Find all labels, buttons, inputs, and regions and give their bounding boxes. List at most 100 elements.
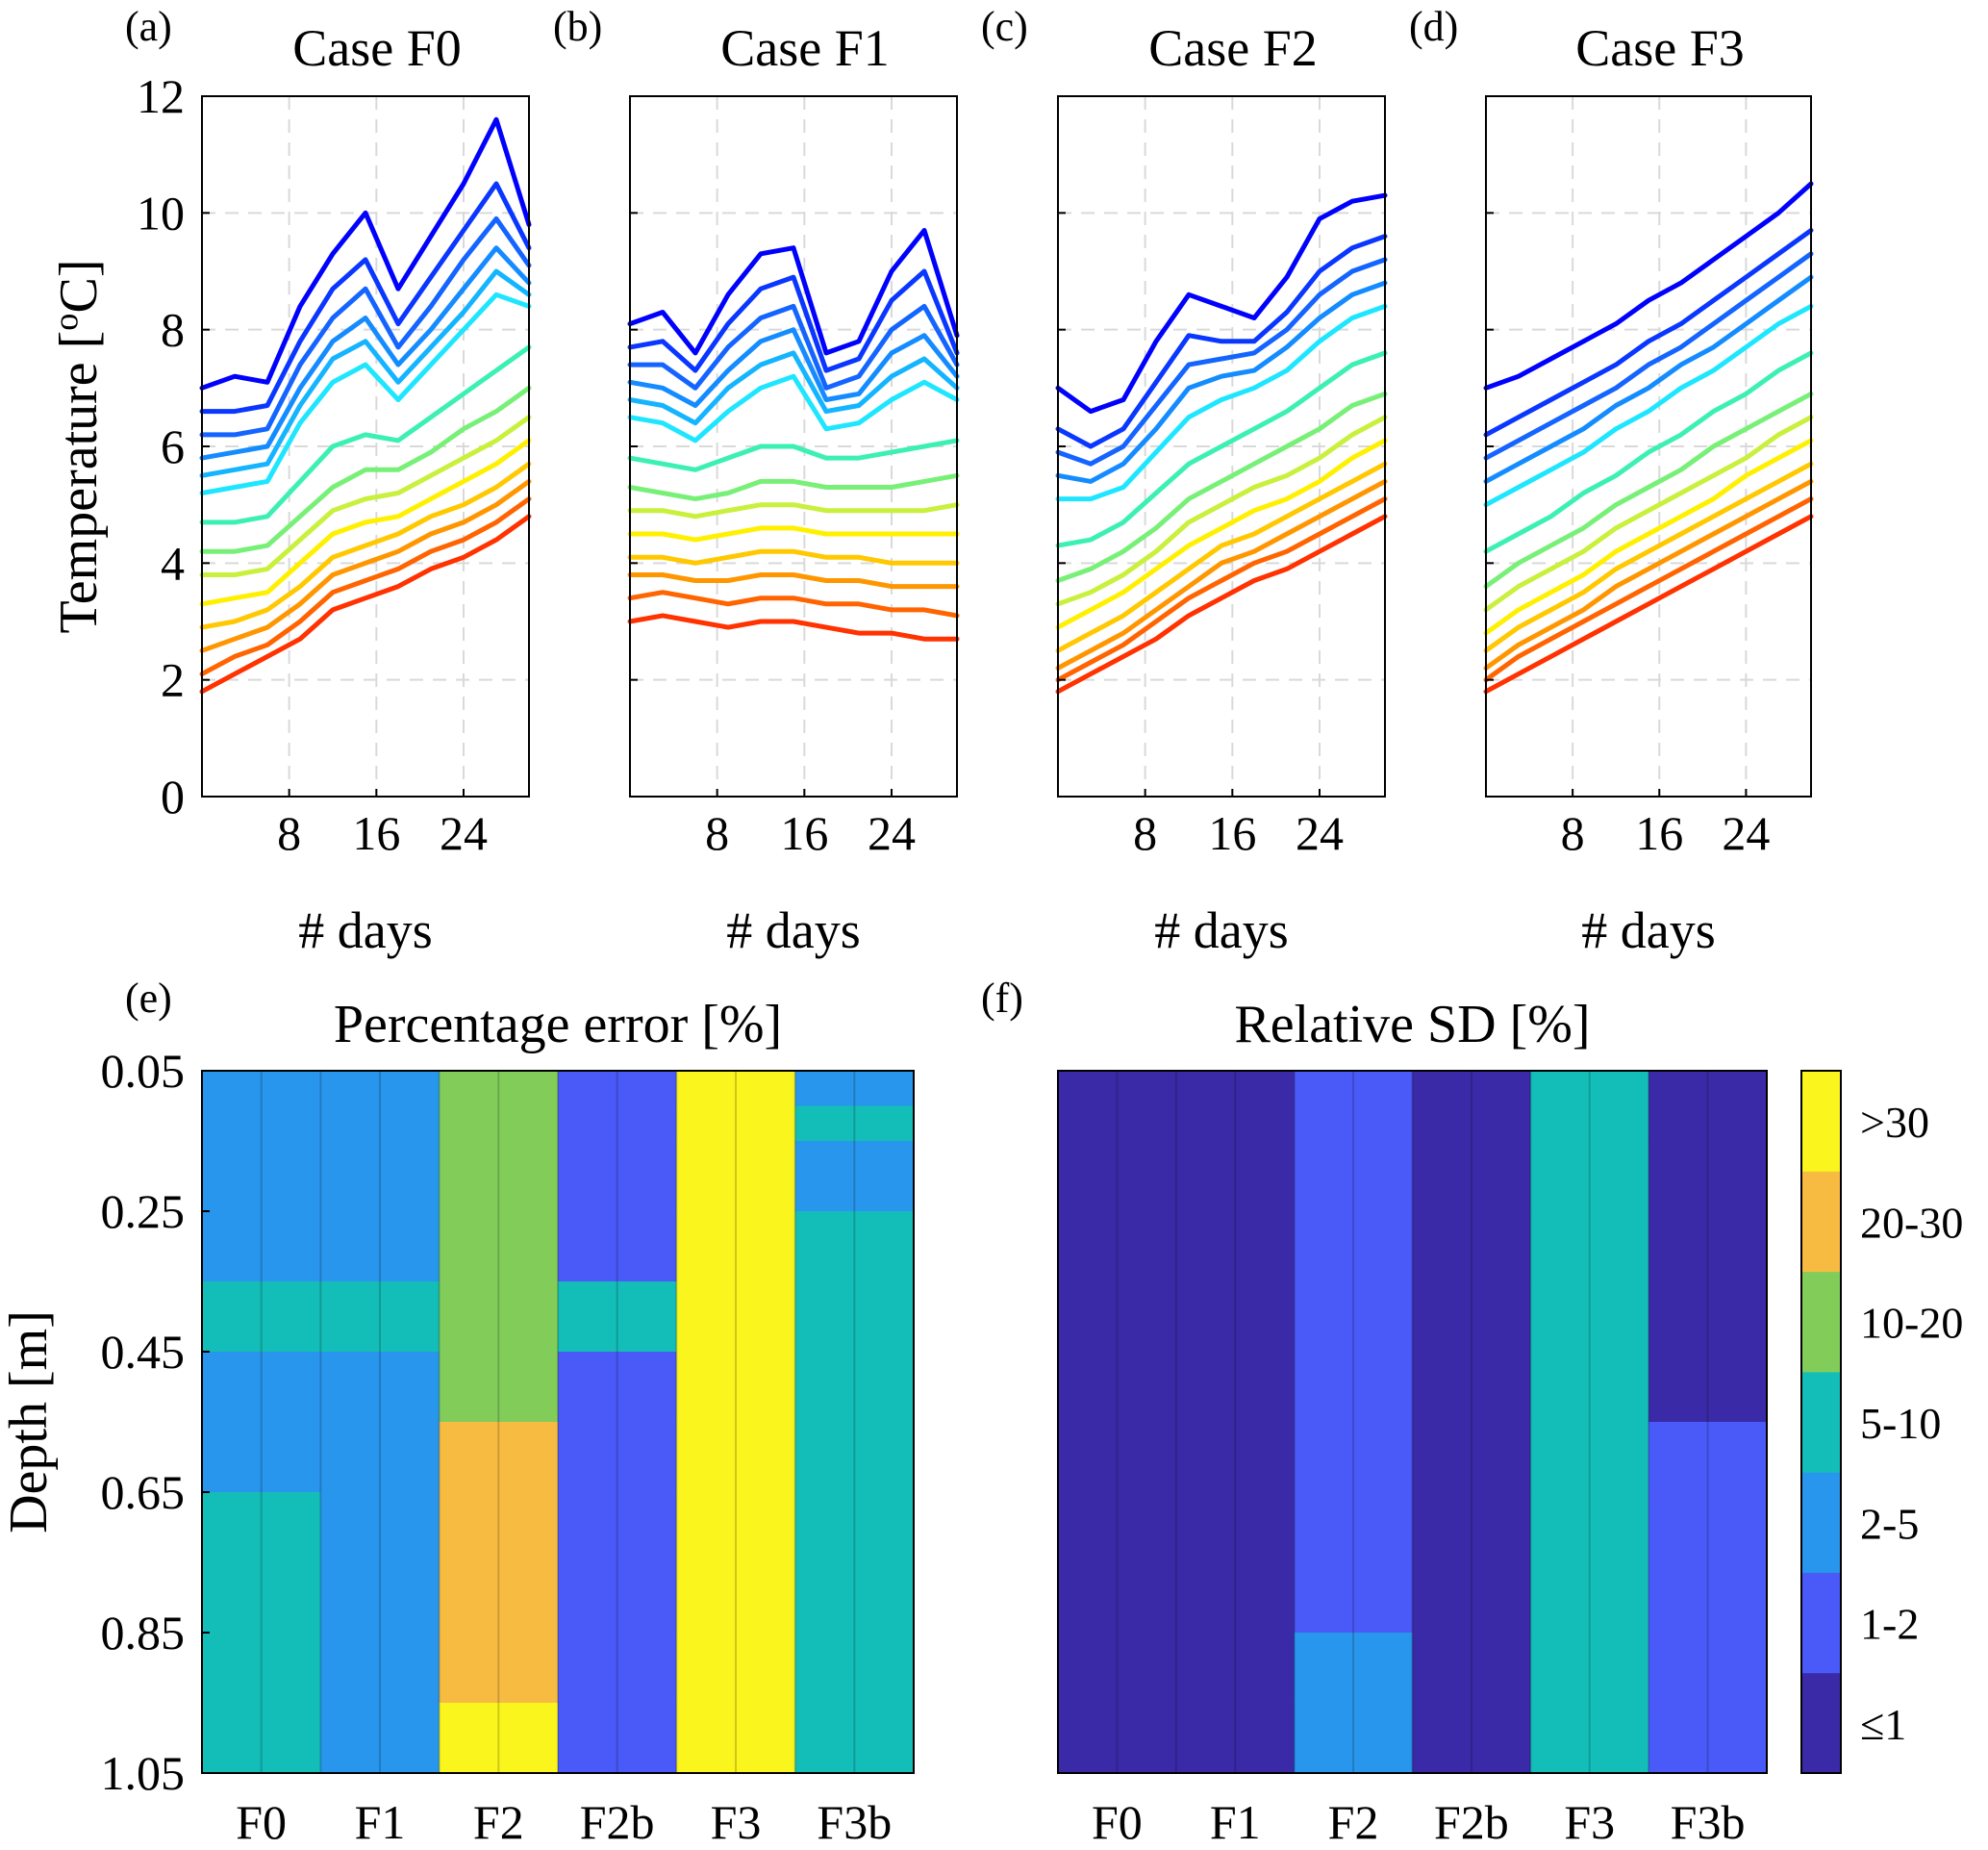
heatmap-cell <box>202 1352 321 1423</box>
heatmap-cell <box>1294 1281 1414 1353</box>
heatmap-cell <box>1058 1422 1177 1493</box>
series-line <box>1055 496 1388 683</box>
y-axis-label: Depth [m] <box>0 1310 59 1533</box>
heatmap-cell <box>202 1633 321 1704</box>
y-tick-label: 1.05 <box>101 1746 186 1800</box>
series-line <box>1483 228 1814 438</box>
x-tick-label: 24 <box>1722 806 1770 860</box>
heatmap-cell <box>676 1633 796 1704</box>
heatmap-cell <box>558 1492 677 1634</box>
heatmap-cell <box>320 1105 440 1142</box>
series-line <box>627 438 960 472</box>
panel-d: 8 16 24 (d) Case F3 # days <box>1409 3 1814 959</box>
series-line <box>627 303 960 391</box>
colorbar-frame <box>1800 1070 1842 1774</box>
heatmap-cell <box>1294 1492 1414 1634</box>
panel-label: (d) <box>1409 3 1458 50</box>
heatmap-cell <box>794 1141 915 1212</box>
colorbar-swatch <box>1801 1672 1841 1774</box>
series-line <box>627 228 960 356</box>
panel-e: F0 F1 F2 F2b F3 F3b 0.05 0.25 0.45 0.65 0.85 1.05 (e… <box>0 975 915 1849</box>
heatmap-cell <box>320 1141 440 1212</box>
heatmap-cell <box>676 1105 796 1142</box>
heatmap-cell <box>1412 1141 1531 1212</box>
heatmap-cell <box>439 1703 559 1774</box>
y-tick-label: 0.05 <box>101 1044 186 1098</box>
heatmap-cell <box>439 1105 559 1142</box>
panel-title: Relative SD [%] <box>1234 995 1590 1054</box>
heatmap-cell <box>202 1281 321 1353</box>
y-tick-label: 6 <box>161 419 185 473</box>
series-line <box>199 461 532 630</box>
heatmap-cell <box>1175 1141 1296 1212</box>
heatmap-cell <box>1412 1281 1531 1353</box>
y-tick-label: 4 <box>161 536 185 590</box>
heatmap-cell <box>676 1492 796 1634</box>
panel-title: Case F3 <box>1575 19 1745 77</box>
heatmap-cell <box>558 1633 677 1704</box>
heatmap-cell <box>1530 1703 1649 1774</box>
series-line <box>199 245 532 461</box>
heatmap-cell <box>1412 1633 1531 1704</box>
heatmap-cell <box>439 1211 559 1282</box>
heatmap-cell <box>558 1422 677 1493</box>
series-line <box>1055 280 1388 484</box>
x-tick-label: F3b <box>817 1795 892 1849</box>
colorbar-swatch <box>1801 1572 1841 1674</box>
heatmap-cell <box>320 1071 440 1107</box>
heatmap-cell <box>794 1492 915 1634</box>
panel-title: Case F0 <box>292 19 462 77</box>
heatmap-cell <box>676 1281 796 1353</box>
heatmap-cell <box>439 1422 559 1493</box>
x-tick-label: 8 <box>1133 806 1157 860</box>
series-line <box>627 572 960 590</box>
heatmap-cell <box>320 1633 440 1704</box>
heatmap-cell <box>1530 1352 1649 1423</box>
series-line <box>199 496 532 677</box>
colorbar-label: 1-2 <box>1860 1600 1919 1649</box>
heatmap-cell <box>320 1492 440 1634</box>
heatmap-cell <box>1530 1633 1649 1704</box>
series-line <box>1055 350 1388 548</box>
heatmap-cell <box>320 1703 440 1774</box>
heatmap-cell <box>1175 1105 1296 1142</box>
heatmap-cell <box>1530 1422 1649 1493</box>
heatmap-cell <box>1058 1141 1177 1212</box>
colorbar-label: 2-5 <box>1860 1499 1919 1548</box>
panel-label: (c) <box>981 3 1028 50</box>
series-line <box>627 472 960 502</box>
x-tick-label: F2 <box>1328 1795 1379 1849</box>
heatmap-cell <box>202 1211 321 1282</box>
series-line <box>1483 438 1814 636</box>
series-line <box>1055 415 1388 607</box>
heatmap-cell <box>676 1071 796 1107</box>
heatmap-cell <box>1294 1633 1414 1704</box>
y-tick-label: 0.25 <box>101 1184 186 1238</box>
heatmap-cell <box>439 1492 559 1634</box>
panel-f: F0 F1 F2 F2b F3 F3b (f) Relative SD [%] <box>981 975 1768 1849</box>
heatmap-cell <box>1530 1105 1649 1142</box>
heatmap-cell <box>1412 1492 1531 1634</box>
heatmap-cell <box>1058 1492 1177 1634</box>
y-tick-label: 12 <box>137 69 185 123</box>
colorbar: ≤1 1-2 2-5 5-10 10-20 20-30 >30 <box>1800 1070 1963 1774</box>
series-line <box>199 514 532 695</box>
heatmap-cell <box>439 1071 559 1107</box>
heatmap-cell <box>439 1352 559 1423</box>
heatmap-cell <box>1648 1211 1768 1282</box>
y-tick-label: 0.65 <box>101 1465 186 1519</box>
x-tick-label: 24 <box>440 806 488 860</box>
series-line <box>1483 181 1814 391</box>
x-tick-label: 16 <box>1208 806 1256 860</box>
series-line <box>1483 391 1814 590</box>
series-line <box>199 291 532 495</box>
x-tick-label: 24 <box>868 806 916 860</box>
series-line <box>627 525 960 543</box>
heatmap-cell <box>1648 1105 1768 1142</box>
panel-label: (f) <box>981 975 1023 1022</box>
heatmap-cell <box>202 1703 321 1774</box>
heatmap-cell <box>794 1703 915 1774</box>
heatmap-cell <box>794 1105 915 1142</box>
heatmap-cell <box>1175 1071 1296 1107</box>
heatmap-cell <box>1294 1211 1414 1282</box>
